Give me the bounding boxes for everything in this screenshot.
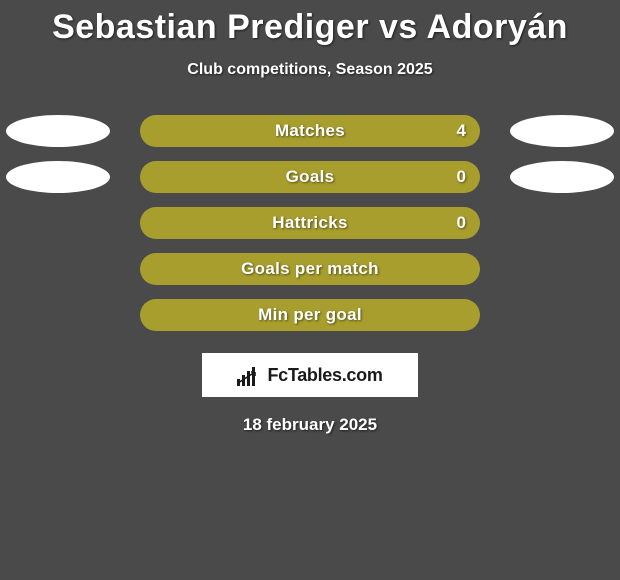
stat-bar: Min per goal — [140, 299, 480, 331]
stat-bar: Goals per match — [140, 253, 480, 285]
logo-text: FcTables.com — [267, 365, 382, 386]
left-value-ellipse — [6, 115, 110, 147]
stat-row: Goals 0 — [0, 161, 620, 193]
left-value-ellipse — [6, 161, 110, 193]
stat-label: Goals per match — [241, 259, 379, 279]
page-subtitle: Club competitions, Season 2025 — [0, 61, 620, 79]
stat-value: 0 — [457, 213, 466, 233]
stat-value: 4 — [457, 121, 466, 141]
stat-bar: Goals 0 — [140, 161, 480, 193]
footer-date: 18 february 2025 — [0, 415, 620, 435]
stats-container: Matches 4 Goals 0 Hattricks 0 Goals per … — [0, 115, 620, 331]
stat-label: Hattricks — [272, 213, 347, 233]
stat-bar: Hattricks 0 — [140, 207, 480, 239]
stat-row: Matches 4 — [0, 115, 620, 147]
branding-logo: FcTables.com — [202, 353, 418, 397]
stat-bar: Matches 4 — [140, 115, 480, 147]
stat-row: Min per goal — [0, 299, 620, 331]
stat-label: Goals — [286, 167, 335, 187]
right-value-ellipse — [510, 115, 614, 147]
bar-chart-arrow-icon — [237, 364, 263, 386]
stat-label: Matches — [275, 121, 345, 141]
page-title: Sebastian Prediger vs Adoryán — [0, 0, 620, 47]
stat-value: 0 — [457, 167, 466, 187]
right-value-ellipse — [510, 161, 614, 193]
stat-row: Goals per match — [0, 253, 620, 285]
stat-label: Min per goal — [258, 305, 362, 325]
stat-row: Hattricks 0 — [0, 207, 620, 239]
